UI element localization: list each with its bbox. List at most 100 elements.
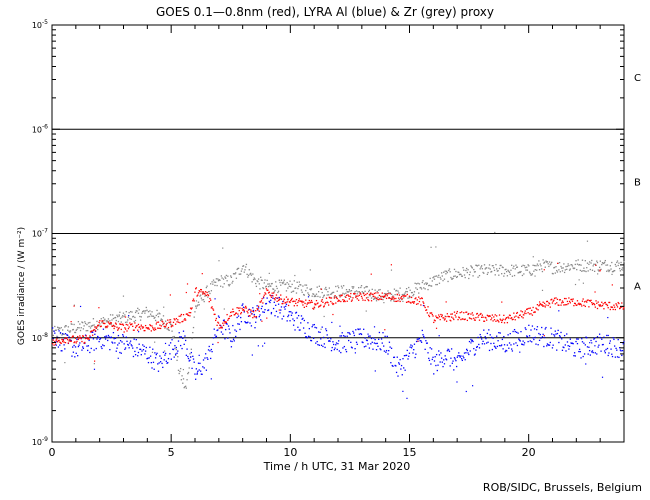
- data-point: [621, 268, 623, 271]
- data-point: [596, 261, 599, 264]
- data-point: [220, 324, 222, 327]
- data-point: [252, 316, 254, 319]
- data-point: [367, 343, 369, 345]
- data-point: [284, 302, 286, 304]
- data-point: [168, 329, 170, 332]
- data-point: [356, 293, 358, 295]
- data-point: [574, 263, 576, 266]
- data-point: [609, 308, 611, 311]
- data-point: [388, 292, 390, 294]
- data-point: [501, 273, 503, 275]
- data-point: [307, 322, 309, 324]
- data-point: [517, 272, 519, 274]
- data-point: [597, 269, 599, 271]
- data-point: [72, 335, 74, 337]
- data-point: [517, 332, 519, 334]
- data-point: [375, 297, 377, 300]
- data-point: [181, 347, 183, 350]
- data-point: [577, 303, 579, 305]
- data-point: [466, 271, 468, 274]
- data-point: [397, 290, 399, 292]
- data-point: [195, 307, 198, 309]
- data-point: [310, 289, 312, 291]
- data-point: [561, 270, 564, 272]
- data-point: [498, 321, 500, 323]
- data-point: [236, 268, 238, 271]
- data-point: [455, 312, 458, 314]
- data-point: [182, 314, 185, 316]
- data-point: [174, 347, 176, 350]
- data-point: [536, 326, 539, 328]
- data-point: [128, 347, 130, 349]
- data-point: [246, 310, 248, 313]
- data-point: [207, 349, 210, 351]
- data-point: [575, 340, 577, 343]
- data-point: [611, 271, 614, 273]
- data-point: [200, 289, 203, 291]
- data-point: [172, 337, 175, 339]
- data-point: [461, 318, 463, 320]
- data-point: [571, 298, 573, 301]
- data-point: [510, 269, 512, 271]
- data-point: [211, 281, 213, 283]
- data-point: [174, 345, 176, 347]
- data-point: [381, 296, 383, 298]
- data-point: [489, 268, 491, 270]
- data-point: [521, 343, 523, 345]
- data-point: [242, 309, 244, 311]
- data-point: [160, 325, 162, 327]
- data-point: [118, 342, 120, 344]
- data-point: [445, 359, 448, 361]
- data-point: [591, 269, 594, 271]
- data-point: [121, 341, 123, 343]
- data-point: [591, 342, 593, 344]
- data-point: [496, 345, 499, 348]
- data-point: [60, 342, 62, 344]
- data-point: [129, 324, 132, 326]
- data-point: [255, 321, 257, 323]
- data-point: [167, 329, 170, 331]
- data-point: [234, 313, 236, 316]
- data-point: [184, 335, 186, 337]
- data-point: [578, 264, 580, 266]
- data-point: [441, 275, 443, 277]
- data-point: [372, 293, 374, 296]
- data-point: [588, 299, 591, 302]
- data-point: [155, 314, 157, 317]
- data-point: [468, 277, 470, 280]
- data-point: [124, 328, 127, 330]
- data-point: [275, 294, 278, 296]
- data-point: [260, 279, 263, 281]
- data-point: [255, 282, 257, 285]
- data-point: [501, 338, 504, 341]
- data-point: [169, 323, 172, 325]
- data-point: [518, 317, 520, 319]
- flare-class-label: B: [634, 177, 641, 188]
- data-point: [213, 328, 215, 330]
- data-point: [136, 310, 138, 312]
- data-point: [174, 353, 177, 355]
- data-point: [402, 358, 404, 360]
- data-point: [229, 332, 231, 334]
- data-point: [103, 322, 105, 325]
- data-point: [233, 273, 235, 275]
- data-point: [449, 271, 451, 273]
- data-point: [242, 303, 244, 305]
- data-point: [277, 297, 279, 299]
- data-point: [124, 327, 126, 329]
- data-point: [67, 338, 69, 341]
- data-point: [199, 295, 201, 297]
- data-point: [602, 343, 604, 346]
- data-point: [496, 335, 498, 337]
- data-point: [205, 286, 208, 289]
- data-point: [605, 264, 607, 266]
- data-point: [612, 270, 614, 273]
- data-point: [391, 364, 393, 367]
- data-point: [145, 306, 147, 309]
- data-point: [228, 328, 230, 330]
- data-point: [384, 335, 386, 338]
- data-point: [543, 345, 545, 348]
- data-point: [185, 291, 187, 294]
- data-point: [242, 265, 245, 267]
- data-point: [72, 328, 75, 331]
